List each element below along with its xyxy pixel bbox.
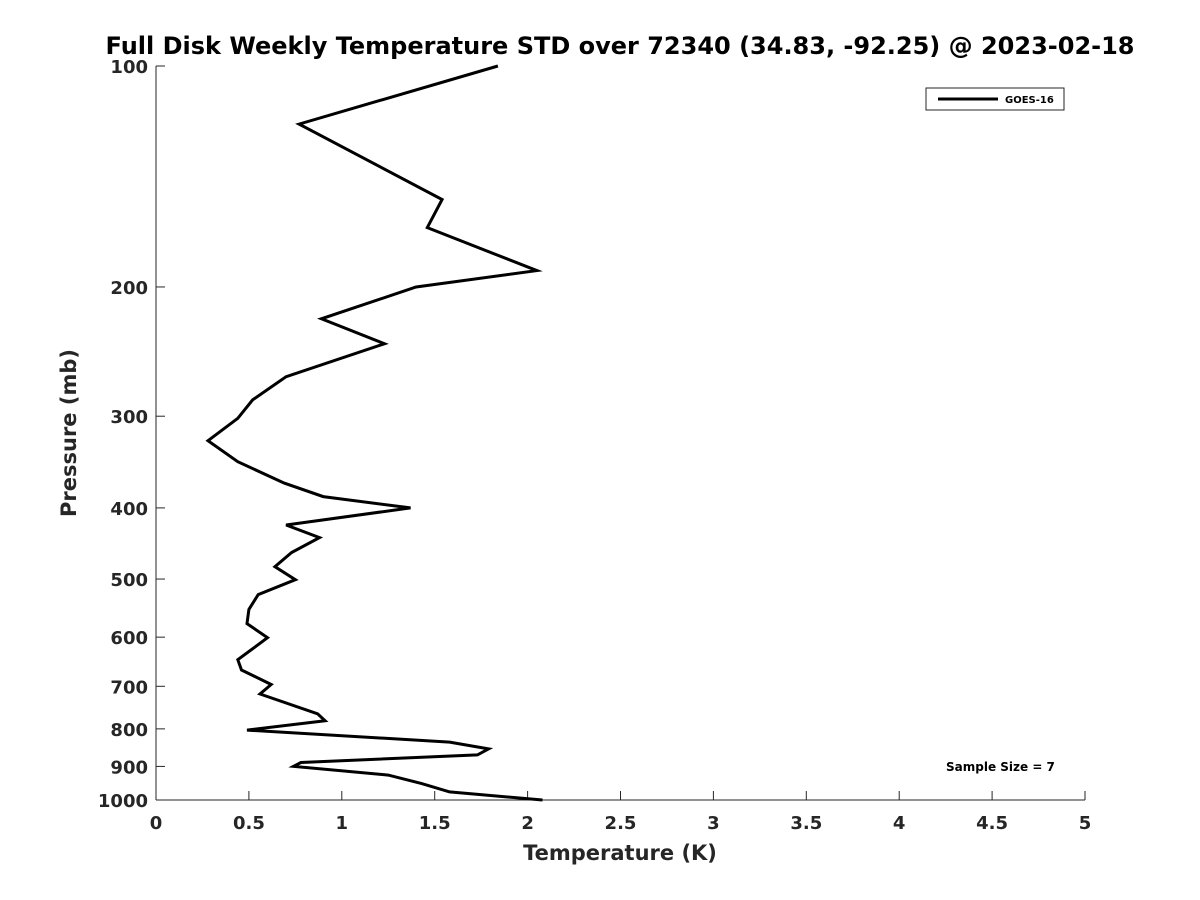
x-tick-label: 5 xyxy=(1079,813,1092,834)
x-axis-ticks: 0 0.5 1 1.5 2 2.5 3 3.5 4 4.5 5 xyxy=(150,791,1092,834)
y-tick-label: 400 xyxy=(110,499,148,520)
x-tick-label: 1 xyxy=(336,813,349,834)
y-tick-label: 600 xyxy=(110,628,148,649)
y-tick-label: 100 xyxy=(110,57,148,78)
y-tick-label: 1000 xyxy=(98,791,148,812)
x-tick-label: 2.5 xyxy=(605,813,637,834)
y-tick-label: 200 xyxy=(110,278,148,299)
series-layer xyxy=(205,64,543,802)
y-axis-label: Pressure (mb) xyxy=(57,349,81,517)
y-tick-label: 900 xyxy=(110,757,148,778)
series-line-goes-16 xyxy=(205,64,543,802)
y-axis-ticks: 100 200 300 400 500 600 700 800 900 1000 xyxy=(98,57,165,812)
y-tick-label: 500 xyxy=(110,570,148,591)
x-axis-label: Temperature (K) xyxy=(523,841,717,865)
x-tick-label: 0 xyxy=(150,813,163,834)
x-tick-label: 4.5 xyxy=(976,813,1008,834)
x-tick-label: 4 xyxy=(893,813,906,834)
legend-entry-goes-16: GOES-16 xyxy=(1005,95,1054,106)
sample-size-annotation: Sample Size = 7 xyxy=(946,760,1055,774)
x-tick-label: 3.5 xyxy=(790,813,822,834)
legend: GOES-16 xyxy=(925,87,1065,111)
x-tick-label: 0.5 xyxy=(233,813,265,834)
y-tick-label: 800 xyxy=(110,720,148,741)
x-tick-label: 3 xyxy=(707,813,720,834)
y-tick-label: 700 xyxy=(110,677,148,698)
y-tick-label: 300 xyxy=(110,407,148,428)
x-tick-label: 1.5 xyxy=(419,813,451,834)
x-tick-label: 2 xyxy=(521,813,534,834)
chart-title: Full Disk Weekly Temperature STD over 72… xyxy=(106,32,1135,60)
